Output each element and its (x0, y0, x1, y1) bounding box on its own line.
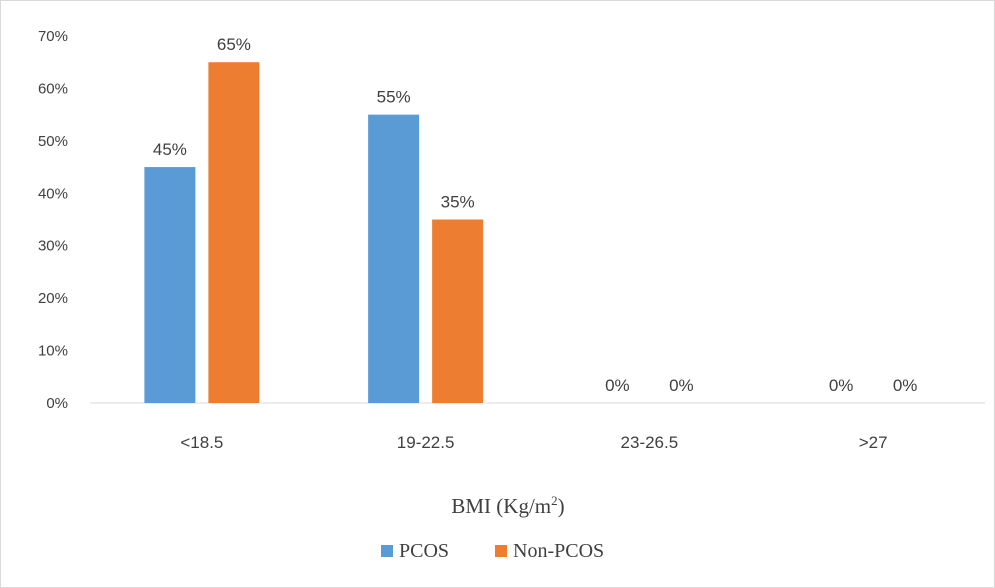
y-tick-label: 10% (38, 343, 68, 360)
category-labels: <18.5 19-22.5 23-26.5 >27 (180, 433, 887, 452)
legend-swatch (495, 545, 507, 557)
y-tick-label: 30% (38, 238, 68, 255)
bars-group (144, 62, 484, 404)
data-label: 0% (829, 376, 854, 395)
bar-pcos (368, 114, 420, 404)
data-labels-group: 45% 65% 55% 35% 0% 0% 0% 0% (153, 35, 918, 395)
data-label: 0% (605, 376, 630, 395)
legend-swatch (381, 545, 393, 557)
y-tick-label: 40% (38, 185, 68, 202)
legend-label: Non-PCOS (513, 540, 604, 562)
y-tick-label: 50% (38, 133, 68, 150)
category-label: 19-22.5 (397, 433, 455, 452)
bar-non-pcos (432, 219, 484, 403)
y-axis-ticks: 0% 10% 20% 30% 40% 50% 60% 70% (38, 28, 68, 412)
legend: PCOS Non-PCOS (381, 540, 604, 562)
category-label: <18.5 (180, 433, 223, 452)
category-label: >27 (859, 433, 888, 452)
category-label: 23-26.5 (621, 433, 679, 452)
data-label: 65% (217, 35, 251, 54)
bar-non-pcos (208, 62, 260, 403)
data-label: 35% (441, 193, 475, 212)
y-tick-label: 60% (38, 80, 68, 97)
legend-label: PCOS (399, 540, 449, 562)
data-label: 0% (669, 376, 694, 395)
x-axis-title: BMI (Kg/m2) (451, 493, 564, 518)
bar-pcos (144, 167, 196, 403)
y-tick-label: 70% (38, 28, 68, 45)
data-label: 0% (893, 376, 918, 395)
data-label: 45% (153, 140, 187, 159)
y-tick-label: 0% (46, 395, 68, 412)
data-label: 55% (377, 88, 411, 107)
y-tick-label: 20% (38, 290, 68, 307)
